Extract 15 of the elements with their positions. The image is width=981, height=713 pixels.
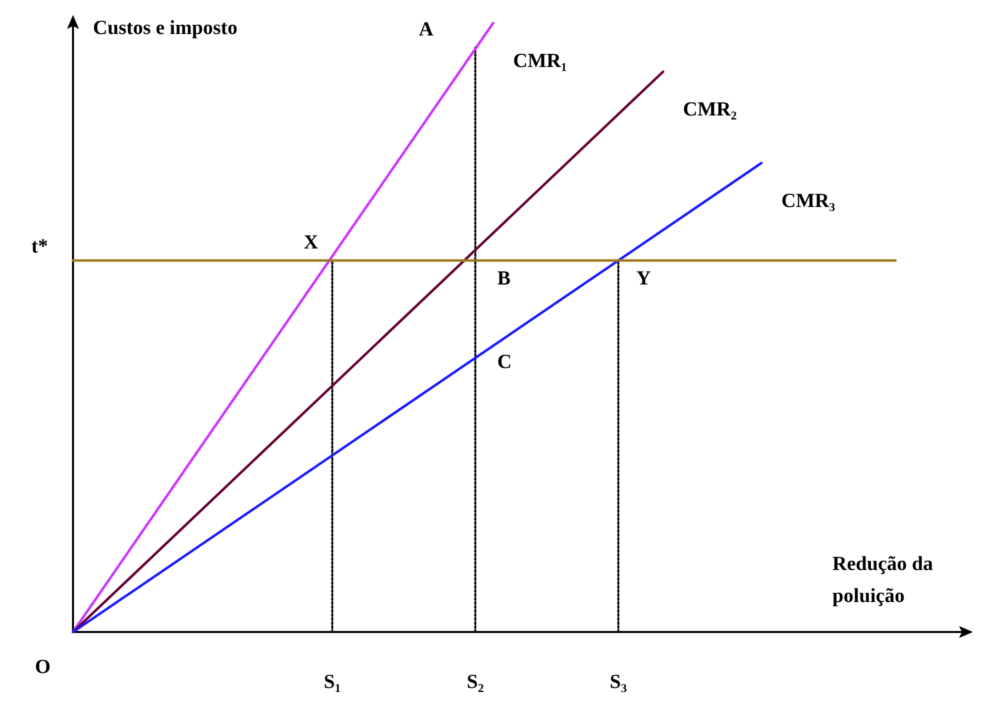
x-tick-label: S₂ [466,671,484,693]
series-label: CMR₁ [513,50,567,72]
annotation: X [304,232,319,254]
text: O [35,656,51,678]
annotation: A [418,18,434,40]
annotation: B [497,268,511,290]
annotation: Y [636,268,652,290]
series-label: t* [31,236,48,258]
y-axis-title: Custos e imposto [93,17,238,39]
series-label: CMR₃ [781,190,836,212]
annotation: C [497,350,512,373]
series-label: CMR₂ [683,98,737,121]
x-axis-title: Redução da poluição [832,553,934,607]
x-tick-label: S₁ [324,671,341,693]
x-tick-label: S₃ [610,671,627,693]
